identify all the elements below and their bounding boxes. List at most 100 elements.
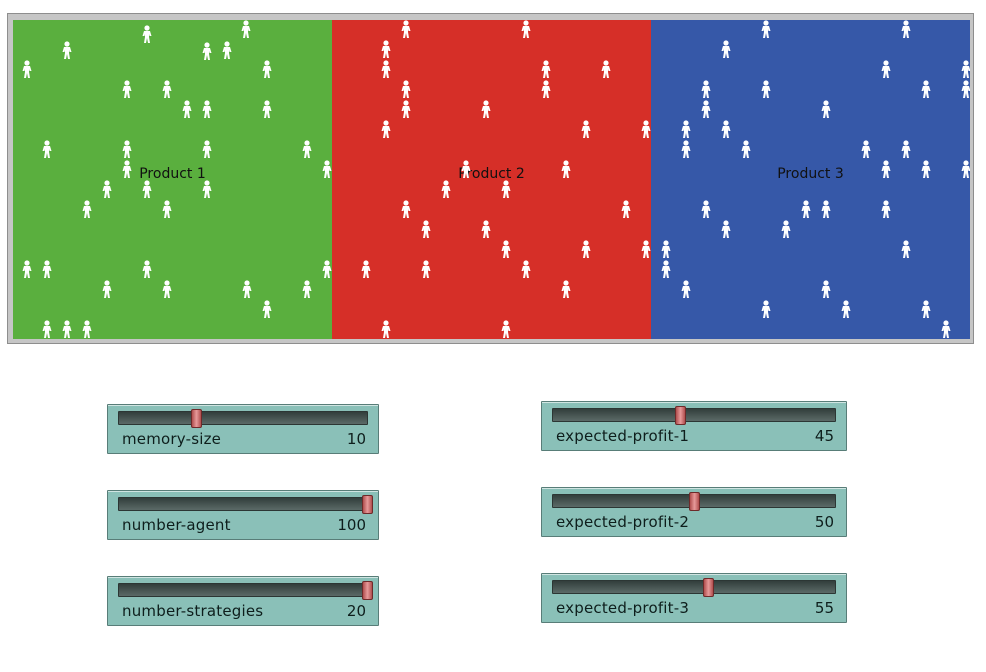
person-icon: [262, 300, 272, 319]
slider-track[interactable]: [118, 581, 373, 600]
person-icon: [162, 80, 172, 99]
person-icon: [162, 280, 172, 299]
person-icon: [541, 60, 551, 79]
person-icon: [381, 60, 391, 79]
person-icon: [921, 80, 931, 99]
person-icon: [681, 140, 691, 159]
person-icon: [421, 220, 431, 239]
slider-thumb[interactable]: [703, 578, 715, 597]
person-icon: [82, 200, 92, 219]
person-icon: [62, 41, 72, 60]
person-icon: [122, 160, 132, 179]
person-icon: [361, 260, 371, 279]
person-icon: [501, 240, 511, 259]
person-icon: [621, 200, 631, 219]
person-icon: [901, 240, 911, 259]
person-icon: [202, 42, 212, 61]
person-icon: [501, 320, 511, 339]
person-icon: [22, 60, 32, 79]
expected-profit-1-slider[interactable]: expected-profit-1 45: [541, 401, 847, 451]
person-icon: [801, 200, 811, 219]
memory-size-slider[interactable]: memory-size 10: [107, 404, 379, 454]
person-icon: [122, 80, 132, 99]
slider-label: expected-profit-1: [556, 427, 690, 445]
person-icon: [941, 320, 951, 339]
person-icon: [721, 40, 731, 59]
person-icon: [22, 260, 32, 279]
person-icon: [961, 80, 970, 99]
slider-track[interactable]: [118, 409, 368, 428]
slider-track[interactable]: [552, 492, 836, 511]
person-icon: [821, 200, 831, 219]
person-icon: [641, 240, 651, 259]
person-icon: [401, 200, 411, 219]
number-strategies-slider[interactable]: number-strategies 20: [107, 576, 379, 626]
person-icon: [721, 220, 731, 239]
product-3-region: Product 3: [651, 20, 970, 339]
slider-value: 50: [814, 513, 834, 531]
person-icon: [501, 180, 511, 199]
person-icon: [322, 160, 332, 179]
person-icon: [701, 80, 711, 99]
person-icon: [561, 280, 571, 299]
slider-thumb[interactable]: [674, 406, 686, 425]
person-icon: [202, 180, 212, 199]
person-icon: [761, 300, 771, 319]
world-canvas[interactable]: Product 1 Product 2 Product 3: [13, 20, 970, 339]
person-icon: [42, 140, 52, 159]
person-icon: [302, 280, 312, 299]
slider-track[interactable]: [118, 495, 373, 514]
slider-value: 10: [346, 430, 366, 448]
person-icon: [262, 60, 272, 79]
world-view[interactable]: Product 1 Product 2 Product 3: [7, 13, 974, 344]
person-icon: [881, 160, 891, 179]
person-icon: [322, 260, 332, 279]
slider-thumb[interactable]: [362, 495, 373, 514]
slider-label: expected-profit-2: [556, 513, 690, 531]
person-icon: [921, 160, 931, 179]
person-icon: [481, 220, 491, 239]
slider-value: 45: [814, 427, 834, 445]
person-icon: [242, 280, 252, 299]
slider-track[interactable]: [552, 406, 836, 425]
person-icon: [182, 100, 192, 119]
person-icon: [381, 40, 391, 59]
person-icon: [481, 100, 491, 119]
expected-profit-2-slider[interactable]: expected-profit-2 50: [541, 487, 847, 537]
person-icon: [142, 25, 152, 44]
person-icon: [761, 20, 771, 39]
slider-thumb[interactable]: [190, 409, 202, 428]
person-icon: [881, 200, 891, 219]
person-icon: [421, 260, 431, 279]
person-icon: [42, 320, 52, 339]
person-icon: [102, 180, 112, 199]
person-icon: [241, 20, 251, 39]
person-icon: [921, 300, 931, 319]
person-icon: [102, 280, 112, 299]
person-icon: [581, 240, 591, 259]
person-icon: [761, 80, 771, 99]
person-icon: [821, 280, 831, 299]
person-icon: [42, 260, 52, 279]
expected-profit-3-slider[interactable]: expected-profit-3 55: [541, 573, 847, 623]
slider-label: number-agent: [122, 516, 231, 534]
slider-label: number-strategies: [122, 602, 264, 620]
product-1-label: Product 1: [139, 166, 206, 182]
slider-label: memory-size: [122, 430, 222, 448]
product-1-region: Product 1: [13, 20, 332, 339]
person-icon: [521, 260, 531, 279]
slider-thumb[interactable]: [362, 581, 373, 600]
person-icon: [262, 100, 272, 119]
person-icon: [122, 140, 132, 159]
slider-label: expected-profit-3: [556, 599, 690, 617]
person-icon: [62, 320, 72, 339]
number-agent-slider[interactable]: number-agent 100: [107, 490, 379, 540]
person-icon: [961, 160, 970, 179]
slider-track[interactable]: [552, 578, 836, 597]
person-icon: [881, 60, 891, 79]
person-icon: [541, 80, 551, 99]
slider-thumb[interactable]: [689, 492, 700, 511]
person-icon: [441, 180, 451, 199]
person-icon: [142, 260, 152, 279]
person-icon: [521, 20, 531, 39]
